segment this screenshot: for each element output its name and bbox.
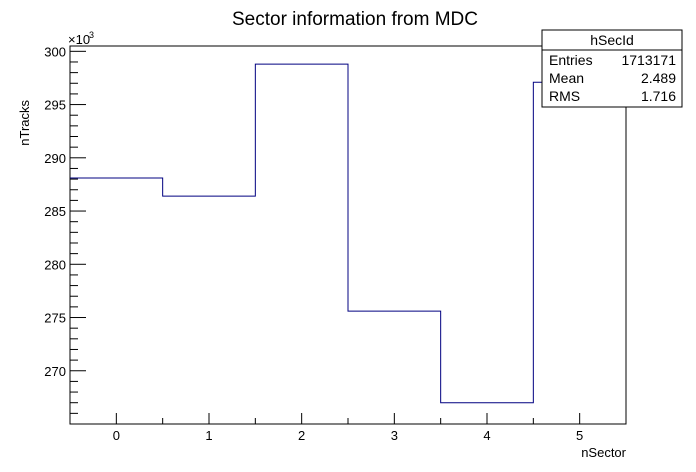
x-tick-label: 2 (298, 428, 305, 443)
stats-mean-value: 2.489 (641, 70, 676, 86)
y-tick-label: 300 (44, 44, 66, 59)
histogram (70, 63, 626, 404)
x-tick-label: 5 (576, 428, 583, 443)
x-tick-label: 0 (113, 428, 120, 443)
y-axis: 270 275 280 285 290 295 300 (44, 44, 86, 425)
x-axis-title: nSector (581, 445, 626, 460)
chart-title: Sector information from MDC (232, 9, 478, 30)
stats-name: hSecId (590, 32, 634, 48)
stats-box-border (541, 29, 683, 108)
y-tick-label: 270 (44, 364, 66, 379)
stats-rms-label: RMS (549, 88, 580, 104)
y-tick-label: 285 (44, 204, 66, 219)
y-axis-title: nTracks (17, 100, 32, 146)
stats-entries-label: Entries (549, 52, 593, 68)
y-exponent-power: 3 (89, 30, 94, 40)
histogram-outline (70, 63, 626, 404)
y-tick-label: 280 (44, 257, 66, 272)
stats-rms-value: 1.716 (641, 88, 676, 104)
y-tick-label: 275 (44, 311, 66, 326)
y-exponent-base: ×10 (68, 32, 90, 47)
stats-mean-label: Mean (549, 70, 584, 86)
x-tick-label: 1 (205, 428, 212, 443)
stats-entries-value: 1713171 (621, 52, 676, 68)
y-exponent: ×10 3 (68, 30, 94, 47)
y-tick-label: 295 (44, 98, 66, 113)
x-axis: 0 1 2 3 4 5 (69, 413, 627, 443)
x-tick-label: 4 (483, 428, 490, 443)
x-tick-label: 3 (391, 428, 398, 443)
stats-box: hSecId Entries 1713171 Mean 2.489 RMS 1.… (541, 29, 683, 108)
y-tick-label: 290 (44, 151, 66, 166)
